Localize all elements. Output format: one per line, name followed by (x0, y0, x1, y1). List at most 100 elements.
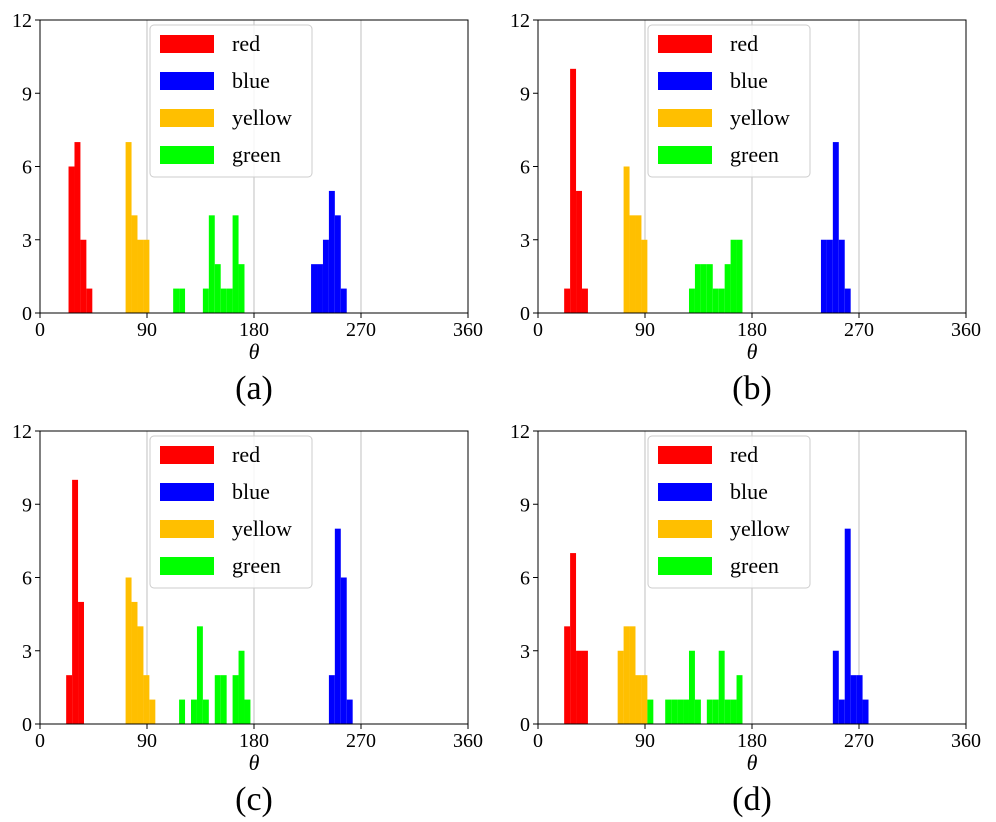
bar-blue (334, 215, 341, 313)
y-tick-label: 12 (12, 421, 32, 443)
legend-swatch-yellow (658, 520, 712, 538)
bar-green (712, 699, 719, 724)
y-tick-label: 3 (520, 641, 530, 663)
y-tick-label: 9 (520, 83, 530, 105)
x-tick-label: 180 (239, 319, 269, 341)
bar-green (214, 675, 221, 724)
x-tick-label: 90 (635, 319, 655, 341)
bar-red (80, 239, 87, 313)
x-tick-label: 0 (35, 730, 45, 752)
bar-red (570, 68, 577, 313)
x-tick-label: 270 (844, 730, 874, 752)
bar-yellow (635, 215, 642, 313)
bar-green (730, 239, 737, 313)
legend-swatch-blue (160, 483, 214, 501)
y-tick-label: 0 (22, 714, 32, 736)
x-tick-label: 0 (35, 319, 45, 341)
x-tick-label: 0 (533, 730, 543, 752)
bar-red (576, 190, 582, 313)
y-tick-label: 3 (520, 230, 530, 252)
x-axis-label: θ (249, 750, 260, 775)
bar-yellow (143, 675, 150, 724)
bar-green (718, 650, 725, 724)
y-tick-label: 6 (22, 157, 32, 179)
bar-green (647, 699, 654, 724)
bar-red (86, 288, 93, 313)
legend-box (647, 435, 811, 589)
bar-green (677, 699, 684, 724)
bar-blue (844, 288, 851, 313)
bar-blue (838, 699, 845, 724)
bar-green (736, 675, 743, 724)
y-tick-label: 12 (12, 10, 32, 32)
legend-swatch-red (160, 446, 214, 464)
legend-label-yellow: yellow (730, 516, 790, 541)
x-tick-label: 360 (951, 319, 981, 341)
legend-label-yellow: yellow (730, 105, 790, 130)
bar-red (74, 142, 81, 313)
histogram-panel-a: 0 90 180 270 360 0 3 6 9 12 θ (a) red blue yellow green (12, 10, 483, 407)
bar-red (581, 288, 588, 313)
x-tick-label: 90 (635, 730, 655, 752)
bar-yellow (641, 239, 648, 313)
bar-green (671, 699, 678, 724)
y-tick-label: 9 (520, 494, 530, 516)
bar-green (688, 288, 695, 313)
bar-blue (328, 675, 335, 724)
bar-green (238, 650, 245, 724)
bar-yellow (617, 650, 624, 724)
y-tick-label: 0 (520, 303, 530, 325)
bar-green (683, 699, 689, 724)
y-tick-label: 12 (510, 421, 530, 443)
histogram-panel-d: 0 90 180 270 360 0 3 6 9 12 θ (d) red blue yellow green (510, 421, 981, 818)
bar-blue (856, 675, 863, 724)
histogram-panel-b: 0 90 180 270 360 0 3 6 9 12 θ (b) red blue yellow green (510, 10, 981, 407)
x-tick-label: 360 (951, 730, 981, 752)
legend-swatch-yellow (160, 109, 214, 127)
legend-swatch-red (658, 446, 712, 464)
bar-green (694, 699, 701, 724)
legend-label-green: green (232, 142, 281, 167)
legend-label-green: green (232, 553, 281, 578)
y-tick-label: 9 (22, 494, 32, 516)
bar-red (68, 166, 75, 313)
legend-swatch-green (160, 557, 214, 575)
legend: red blue yellow green (647, 24, 811, 178)
bar-green (220, 288, 227, 313)
bar-green (724, 699, 731, 724)
bar-yellow (623, 166, 630, 313)
bar-red (72, 479, 79, 724)
legend: red blue yellow green (647, 435, 811, 589)
legend-swatch-blue (658, 72, 712, 90)
bar-red (564, 626, 571, 724)
bar-green (688, 650, 695, 724)
x-tick-label: 180 (737, 319, 767, 341)
legend-swatch-green (658, 146, 712, 164)
legend-swatch-blue (658, 483, 712, 501)
bar-green (196, 626, 203, 724)
bar-blue (832, 142, 839, 313)
bar-yellow (137, 239, 144, 313)
bar-blue (311, 264, 318, 313)
bar-green (730, 699, 737, 724)
x-tick-label: 180 (737, 730, 767, 752)
legend-label-yellow: yellow (232, 105, 292, 130)
legend-label-blue: blue (232, 479, 270, 504)
bar-blue (832, 650, 839, 724)
bar-yellow (137, 626, 144, 724)
legend-swatch-red (160, 35, 214, 53)
y-tick-label: 3 (22, 641, 32, 663)
legend-box (149, 435, 313, 589)
bar-green (694, 264, 701, 313)
x-axis-label: θ (747, 750, 758, 775)
y-tick-label: 6 (22, 568, 32, 590)
legend-label-yellow: yellow (232, 516, 292, 541)
histogram-panel-c: 0 90 180 270 360 0 3 6 9 12 θ (c) red blue yellow green (12, 421, 483, 818)
bar-green (226, 288, 233, 313)
bar-yellow (641, 675, 648, 724)
bar-green (232, 675, 239, 724)
bar-green (244, 699, 251, 724)
bar-green (238, 264, 245, 313)
bar-blue (820, 239, 827, 313)
